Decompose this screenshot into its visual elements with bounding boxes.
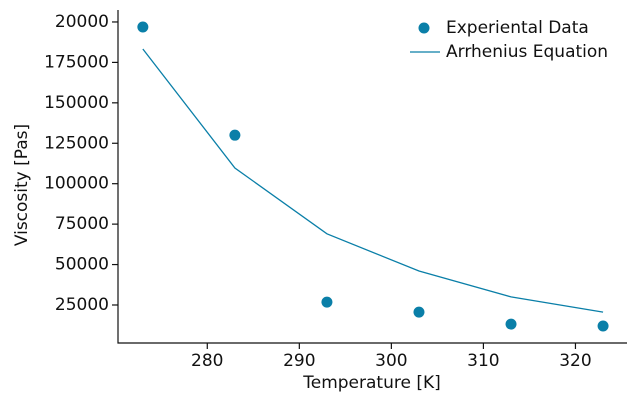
y-tick-label: 175000: [44, 52, 109, 72]
y-tick-label: 25000: [55, 295, 109, 315]
y-tick-label: 125000: [44, 133, 109, 153]
legend-label: Experiental Data: [446, 18, 589, 38]
y-tick-label: 100000: [44, 174, 109, 194]
data-point: [229, 129, 241, 141]
x-tick-label: 310: [467, 351, 499, 371]
x-axis-label: Temperature [K]: [302, 373, 441, 393]
y-tick-label: 75000: [55, 214, 109, 234]
data-point: [597, 320, 609, 332]
y-axis-label: Viscosity [Pas]: [12, 124, 32, 246]
data-line: [142, 48, 604, 313]
x-tick-label: 290: [283, 351, 315, 371]
data-point: [137, 21, 149, 33]
legend-marker: [418, 22, 430, 34]
x-tick-label: 320: [559, 351, 591, 371]
legend-label: Arrhenius Equation: [446, 42, 608, 62]
data-point: [505, 318, 517, 330]
y-tick-label: 20000: [55, 12, 109, 32]
axis-spines: [117, 10, 627, 344]
y-tick-label: 150000: [44, 93, 109, 113]
y-tick-label: 50000: [55, 255, 109, 275]
data-point: [413, 306, 425, 318]
x-tick-label: 300: [375, 351, 407, 371]
data-point: [321, 296, 333, 308]
x-tick-label: 280: [191, 351, 223, 371]
